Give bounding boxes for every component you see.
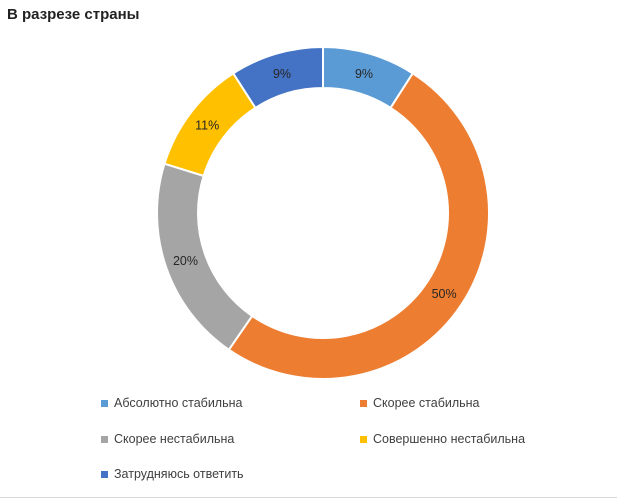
legend-swatch <box>360 435 367 443</box>
legend-swatch <box>101 399 108 407</box>
donut-slice-rather-stable <box>227 71 490 380</box>
legend-item-hard-to-say: Затрудняюсь ответить <box>101 467 244 481</box>
bottom-divider <box>0 497 617 498</box>
legend-item-rather-unstable: Скорее нестабильна <box>101 432 234 446</box>
legend-swatch <box>360 399 367 407</box>
data-label-completely-unstable: 11% <box>195 118 219 132</box>
legend-swatch <box>101 435 108 443</box>
chart-title: В разрезе страны <box>7 6 140 23</box>
legend-swatch <box>101 470 108 478</box>
legend-label: Скорее нестабильна <box>114 432 235 446</box>
legend-item-rather-stable: Скорее стабильна <box>360 396 480 410</box>
data-label-rather-stable: 50% <box>432 287 457 301</box>
donut-chart: 9% 50% 20% 11% 9% <box>156 45 490 380</box>
data-label-rather-unstable: 20% <box>173 254 198 268</box>
donut-slice-hard-to-say <box>231 45 324 110</box>
legend-label: Затрудняюсь ответить <box>114 467 244 481</box>
donut-slice-rather-unstable <box>156 162 254 352</box>
legend-label: Абсолютно стабильна <box>114 396 243 410</box>
data-label-hard-to-say: 9% <box>273 67 291 81</box>
legend-label: Совершенно нестабильна <box>373 432 526 446</box>
legend-item-absolutely-stable: Абсолютно стабильна <box>101 396 242 410</box>
legend-item-completely-unstable: Совершенно нестабильна <box>360 432 525 446</box>
legend-label: Скорее стабильна <box>373 396 480 410</box>
data-label-absolutely-stable: 9% <box>355 67 373 81</box>
